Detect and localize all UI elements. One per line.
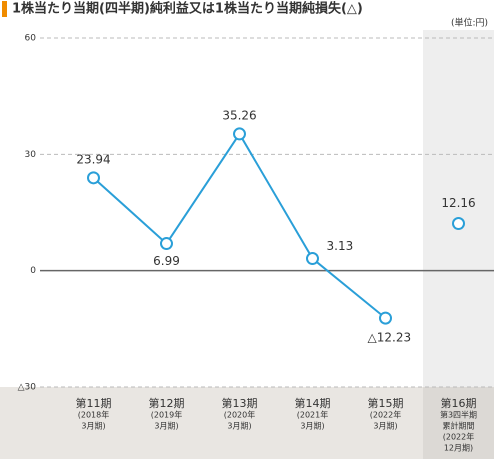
point (306, 252, 319, 266)
x-tick-label: (2021年 (297, 410, 328, 420)
x-tick-label: 12月期) (444, 444, 473, 453)
x-tick-label: 3月期) (154, 422, 178, 431)
y-tick-label: 60 (25, 34, 37, 44)
category-band (0, 387, 494, 459)
x-tick-label: 3月期) (81, 422, 105, 431)
x-tick-label: 第3四半期 (440, 410, 477, 420)
x-tick-label: 第14期 (295, 396, 331, 410)
point (87, 171, 100, 185)
y-tick-label: 0 (30, 266, 36, 276)
x-tick-label: 第15期 (368, 396, 404, 410)
value-label: 6.99 (153, 254, 180, 268)
point (160, 237, 173, 251)
chart-title: 1株当たり当期(四半期)純利益又は1株当たり当期純損失(△) (12, 1, 363, 17)
value-label: 23.94 (76, 152, 110, 166)
y-tick-label: △30 (18, 383, 37, 393)
value-label: 3.13 (327, 239, 354, 253)
x-tick-label: (2022年 (370, 410, 401, 420)
value-label: 12.16 (441, 196, 475, 210)
title-marker (2, 1, 7, 17)
x-tick-label: 第13期 (222, 396, 258, 410)
x-tick-label: 第11期 (76, 396, 112, 410)
unit-label: (単位:円) (451, 17, 488, 29)
point (452, 217, 465, 231)
x-tick-label: 3月期) (300, 422, 324, 431)
x-tick-label: 3月期) (227, 422, 251, 431)
x-tick-label: (2019年 (151, 410, 182, 420)
category-band-last (423, 387, 494, 459)
y-tick-label: 30 (25, 150, 37, 160)
x-tick-label: 第16期 (441, 396, 477, 410)
x-tick-label: (2020年 (224, 410, 255, 420)
x-tick-label: (2022年 (443, 432, 474, 442)
value-label: 35.26 (222, 108, 256, 122)
x-tick-label: 第12期 (149, 396, 185, 410)
value-label: △12.23 (368, 331, 412, 345)
point (233, 127, 246, 141)
x-tick-label: 累計期間 (443, 421, 475, 431)
x-tick-label: 3月期) (373, 422, 397, 431)
x-tick-label: (2018年 (78, 410, 109, 420)
series-line (92, 132, 387, 319)
point (379, 311, 392, 325)
